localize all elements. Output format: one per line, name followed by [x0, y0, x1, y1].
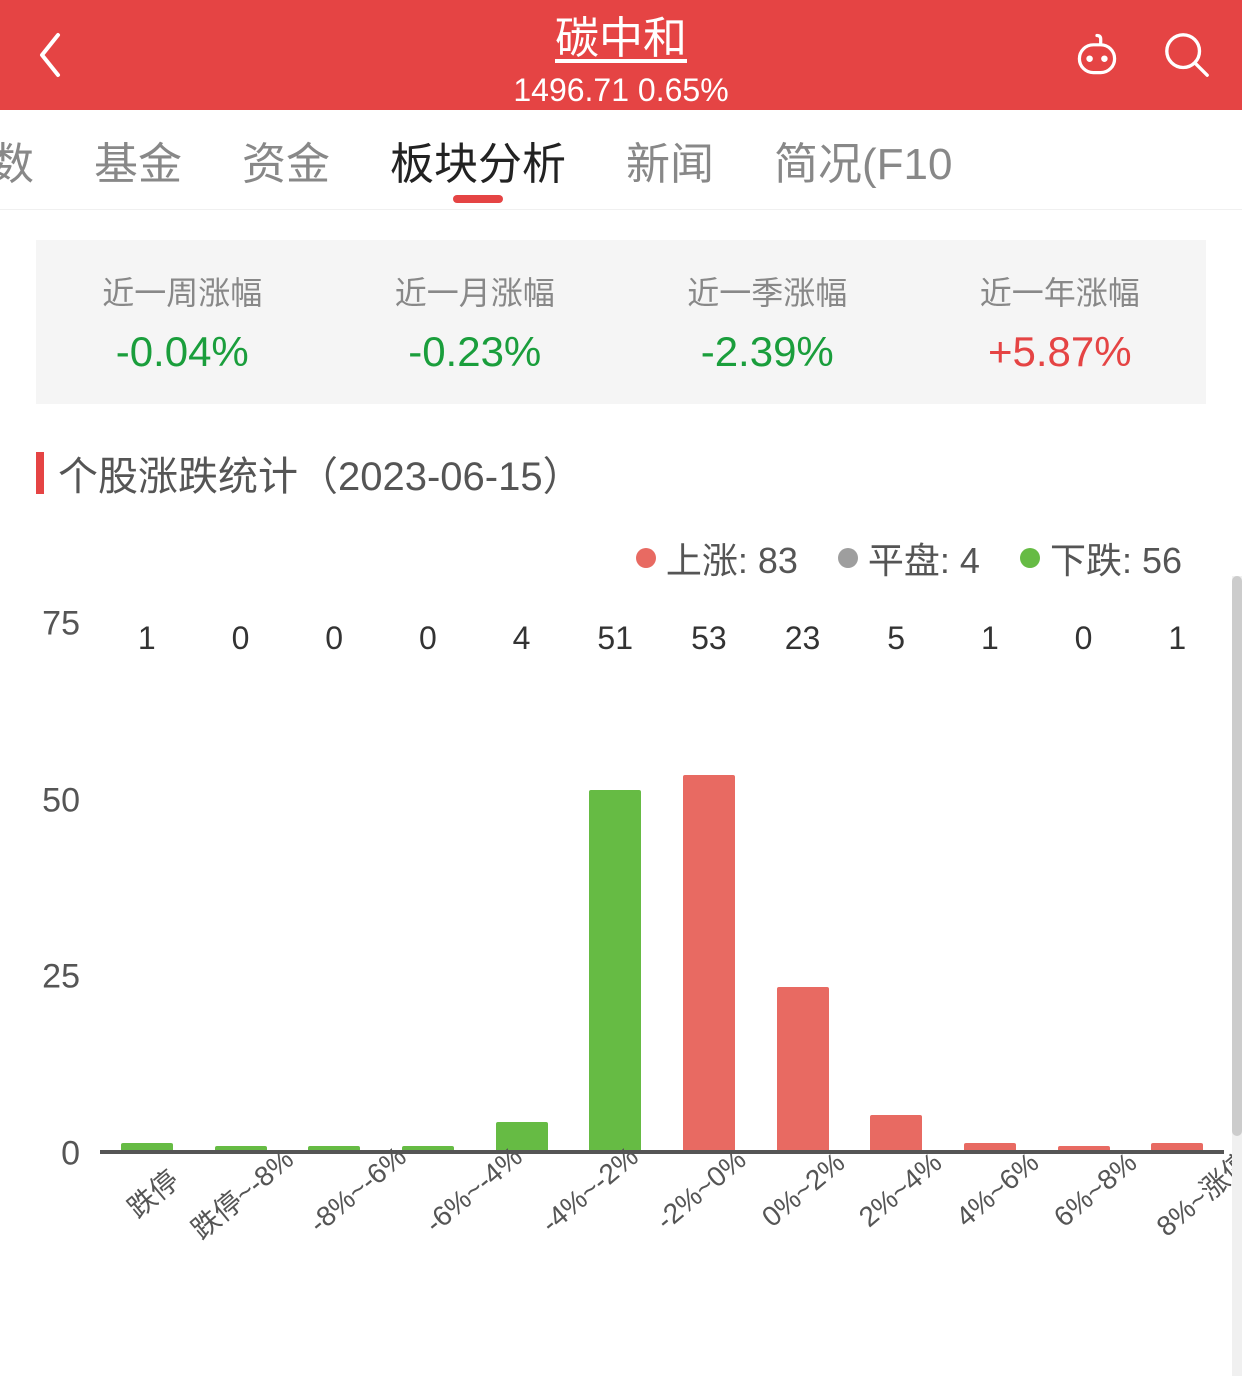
- search-button[interactable]: [1162, 30, 1212, 80]
- change-value: 0.65%: [638, 72, 729, 108]
- tab-sector-analysis[interactable]: 板块分析: [360, 110, 596, 209]
- chevron-left-icon: [36, 31, 64, 79]
- bar-value-label: 23: [785, 620, 821, 983]
- section-header: 个股涨跌统计（2023-06-15）: [36, 444, 1206, 502]
- bar-value-label: 1: [1168, 620, 1186, 1139]
- tab-partial-prev[interactable]: 数: [0, 110, 64, 209]
- bar-column: 0: [287, 624, 381, 1150]
- bar-column: 5: [849, 624, 943, 1150]
- legend-down-dot: [1020, 548, 1040, 568]
- legend-down-text: 下跌: 56: [1050, 532, 1182, 584]
- stat-month-label: 近一月涨幅: [329, 268, 622, 314]
- tab-capital[interactable]: 资金: [212, 110, 360, 209]
- bar-column: 1: [943, 624, 1037, 1150]
- legend-down: 下跌: 56: [1020, 532, 1182, 584]
- stat-month-value: -0.23%: [329, 328, 622, 376]
- bar-value-label: 0: [419, 620, 437, 1142]
- stat-week: 近一周涨幅 -0.04%: [36, 268, 329, 376]
- legend-flat-dot: [838, 548, 858, 568]
- bar-value-label: 0: [1075, 620, 1093, 1142]
- price-value: 1496.71: [513, 72, 629, 108]
- bar-column: 53: [662, 624, 756, 1150]
- legend-flat: 平盘: 4: [838, 532, 980, 584]
- bar-chart: 0255075 100045153235101 跌停跌停~-8%-8%~-6%-…: [20, 594, 1232, 1274]
- legend-flat-text: 平盘: 4: [868, 532, 980, 584]
- robot-icon: [1072, 28, 1122, 82]
- period-stats-row: 近一周涨幅 -0.04% 近一月涨幅 -0.23% 近一季涨幅 -2.39% 近…: [36, 240, 1206, 404]
- bar-value-label: 0: [232, 620, 250, 1142]
- stat-quarter: 近一季涨幅 -2.39%: [621, 268, 914, 376]
- bar-value-label: 53: [691, 620, 727, 771]
- section-accent-bar: [36, 452, 44, 494]
- back-button[interactable]: [30, 35, 70, 75]
- y-tick: 75: [42, 605, 80, 644]
- y-axis: 0255075: [20, 594, 90, 1154]
- x-axis-labels: 跌停跌停~-8%-8%~-6%-6%~-4%-4%~-2%-2%~0%0%~2%…: [100, 1164, 1224, 1274]
- bar-value-label: 1: [981, 620, 999, 1139]
- stat-year-value: +5.87%: [914, 328, 1207, 376]
- bar-value-label: 1: [138, 620, 156, 1139]
- bar-column: 51: [568, 624, 662, 1150]
- legend-up: 上涨: 83: [636, 532, 798, 584]
- stat-week-label: 近一周涨幅: [36, 268, 329, 314]
- scrollbar-thumb[interactable]: [1232, 576, 1242, 1136]
- bar-value-label: 51: [597, 620, 633, 786]
- page-subtitle: 1496.71 0.65%: [513, 72, 728, 109]
- bar-value-label: 5: [887, 620, 905, 1111]
- bar-column: 0: [1037, 624, 1131, 1150]
- chart-legend: 上涨: 83 平盘: 4 下跌: 56: [0, 532, 1182, 584]
- y-tick: 50: [42, 781, 80, 820]
- y-tick: 0: [61, 1135, 80, 1174]
- bar-column: 23: [756, 624, 850, 1150]
- y-tick: 25: [42, 958, 80, 997]
- stat-quarter-label: 近一季涨幅: [621, 268, 914, 314]
- tab-news[interactable]: 新闻: [596, 110, 744, 209]
- bar-column: 4: [475, 624, 569, 1150]
- bar-column: 1: [100, 624, 194, 1150]
- bar: [683, 775, 735, 1150]
- page-title: 碳中和: [513, 2, 728, 66]
- bars-container: 100045153235101: [100, 624, 1224, 1150]
- bar: [589, 790, 641, 1150]
- tab-bar: 数 基金 资金 板块分析 新闻 简况(F10: [0, 110, 1242, 210]
- app-header: 碳中和 1496.71 0.65%: [0, 0, 1242, 110]
- section-title: 个股涨跌统计（2023-06-15）: [58, 444, 583, 502]
- bar: [402, 1146, 454, 1150]
- header-actions: [1072, 30, 1212, 80]
- bar-value-label: 0: [325, 620, 343, 1142]
- bar-column: 1: [1130, 624, 1224, 1150]
- header-title-block[interactable]: 碳中和 1496.71 0.65%: [513, 2, 728, 109]
- stat-quarter-value: -2.39%: [621, 328, 914, 376]
- bar-value-label: 4: [513, 620, 531, 1118]
- bar-column: 0: [194, 624, 288, 1150]
- tab-profile-f10[interactable]: 简况(F10: [744, 110, 982, 209]
- stat-year-label: 近一年涨幅: [914, 268, 1207, 314]
- bar: [777, 987, 829, 1150]
- stat-year: 近一年涨幅 +5.87%: [914, 268, 1207, 376]
- chart-plot: 100045153235101: [100, 624, 1224, 1154]
- scrollbar-track[interactable]: [1232, 576, 1242, 1376]
- search-icon: [1162, 29, 1212, 81]
- bar-column: 0: [381, 624, 475, 1150]
- legend-up-dot: [636, 548, 656, 568]
- robot-button[interactable]: [1072, 30, 1122, 80]
- legend-up-text: 上涨: 83: [666, 532, 798, 584]
- tab-fund[interactable]: 基金: [64, 110, 212, 209]
- stat-month: 近一月涨幅 -0.23%: [329, 268, 622, 376]
- stat-week-value: -0.04%: [36, 328, 329, 376]
